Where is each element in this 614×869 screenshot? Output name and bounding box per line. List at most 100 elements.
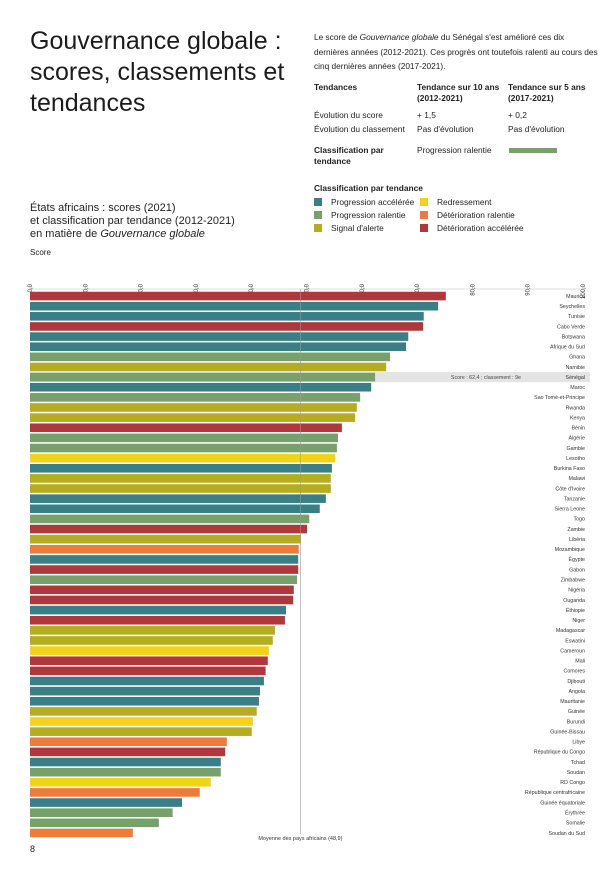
bar (30, 615, 285, 625)
bar (30, 494, 326, 503)
bar (30, 453, 336, 463)
cell: Évolution du classement (314, 124, 405, 134)
cell: + 1,5 (417, 110, 436, 120)
bar (30, 545, 299, 554)
category-label: Afrique du Sud (550, 345, 585, 351)
category-label: Angola (569, 689, 586, 695)
category-label: Cabo Verde (557, 324, 585, 330)
bar (30, 707, 257, 716)
bar (30, 788, 200, 797)
category-label: Ghana (569, 355, 585, 361)
bar (30, 798, 183, 807)
category-label: Somalie (566, 821, 585, 827)
category-label: Rwanda (566, 405, 585, 411)
bar (30, 362, 387, 372)
bar (30, 818, 159, 828)
highlight-label: Score : 62,4 ; classement : 9e (451, 375, 521, 381)
category-label: Guinée-Bissau (550, 729, 585, 735)
bar (30, 808, 173, 817)
page-title: Gouvernance globale : scores, classement… (30, 27, 285, 117)
chart-title: États africains : scores (2021) et classi… (30, 202, 290, 241)
header-cell: Tendances (314, 82, 358, 92)
x-tick-label: 10,0 (83, 283, 89, 295)
legend-items: Progression accélérée Redressement Progres… (314, 197, 580, 233)
category-label: Comores (564, 669, 586, 675)
category-label: Guinée équatoriale (540, 800, 585, 806)
category-label: Guinée (568, 709, 585, 715)
category-label: Namibie (566, 365, 585, 371)
category-label: Mozambique (555, 547, 585, 553)
cell-text: Progression ralentie (417, 145, 492, 155)
title-emphasis: Gouvernance globale (100, 228, 205, 240)
category-label: RD Congo (560, 780, 585, 786)
bar (30, 565, 299, 574)
category-label: Zimbabwe (561, 578, 585, 584)
category-label: Gambie (566, 446, 585, 452)
title-line: États africains : scores (2021) (30, 202, 176, 214)
category-label: Tanzanie (564, 496, 585, 502)
category-label: Madagascar (556, 628, 585, 634)
category-label: Libéria (569, 537, 585, 543)
category-label: Niger (572, 618, 585, 624)
text: du Sénégal s'est amélioré ces dix derniè… (314, 32, 598, 71)
category-label: Burundi (567, 719, 585, 725)
legend-swatch (420, 198, 428, 206)
cell: Classification par tendance (314, 145, 384, 166)
bar (30, 322, 424, 331)
legend: Classification par tendance Progression … (314, 183, 580, 233)
category-label: Tunisie (568, 314, 585, 320)
category-label: Soudan du Sud (548, 831, 585, 837)
page-number: 8 (30, 844, 36, 854)
trend-swatch (509, 148, 558, 154)
category-label: Éthiopie (566, 607, 585, 614)
category-label: Côte d'Ivoire (555, 486, 585, 492)
bar (30, 474, 331, 483)
bar (30, 626, 275, 635)
category-label: Mali (575, 659, 585, 665)
category-label: Lesotho (566, 456, 585, 462)
bar (30, 433, 339, 443)
legend-item: Redressement (420, 197, 580, 207)
bar (30, 747, 226, 757)
legend-item: Détérioration ralentie (420, 210, 580, 220)
cell: Pas d'évolution (508, 124, 565, 134)
category-label: Soudan (567, 770, 585, 776)
bar (30, 514, 310, 524)
category-label: Sénégal (566, 375, 585, 381)
category-label: Togo (574, 517, 586, 523)
bar (30, 757, 221, 767)
emphasis: Gouvernance globale (359, 32, 439, 42)
category-label: Seychelles (559, 304, 585, 310)
text: Le score de (314, 32, 360, 42)
title-line: en matière de (30, 228, 101, 240)
x-tick-label: 30,0 (194, 283, 200, 295)
legend-item: Progression accélérée (314, 197, 420, 207)
bar (30, 393, 361, 402)
reference-label: Moyenne des pays africains (48,9) (258, 836, 342, 842)
bar (30, 676, 264, 686)
legend-label: Signal d'alerte (331, 223, 384, 233)
bar (30, 646, 269, 655)
legend-label: Détérioration ralentie (437, 210, 515, 220)
category-label: Zambie (567, 527, 585, 533)
x-tick-label: 20,0 (139, 283, 145, 295)
category-label: Maurice (566, 294, 585, 300)
legend-swatch (420, 211, 428, 219)
bar (30, 291, 446, 301)
bar (30, 332, 409, 341)
legend-label: Progression ralentie (331, 210, 406, 220)
bar (30, 423, 342, 433)
table-row: Évolution du score + 1,5 + 0,2 (312, 108, 596, 122)
title-line: et classification par tendance (2012-202… (30, 215, 235, 227)
legend-swatch (420, 224, 428, 232)
x-tick-label: 50,0 (305, 283, 311, 295)
bar (30, 595, 294, 605)
cell: Progression ralentie (415, 136, 596, 168)
x-tick-label: 40,0 (249, 283, 255, 295)
bar (30, 828, 133, 838)
category-label: Maroc (570, 385, 585, 391)
category-label: Sao Tomé-et-Principe (534, 395, 585, 401)
category-label: Tchad (571, 760, 585, 766)
category-label: Sierra Leone (555, 507, 585, 513)
